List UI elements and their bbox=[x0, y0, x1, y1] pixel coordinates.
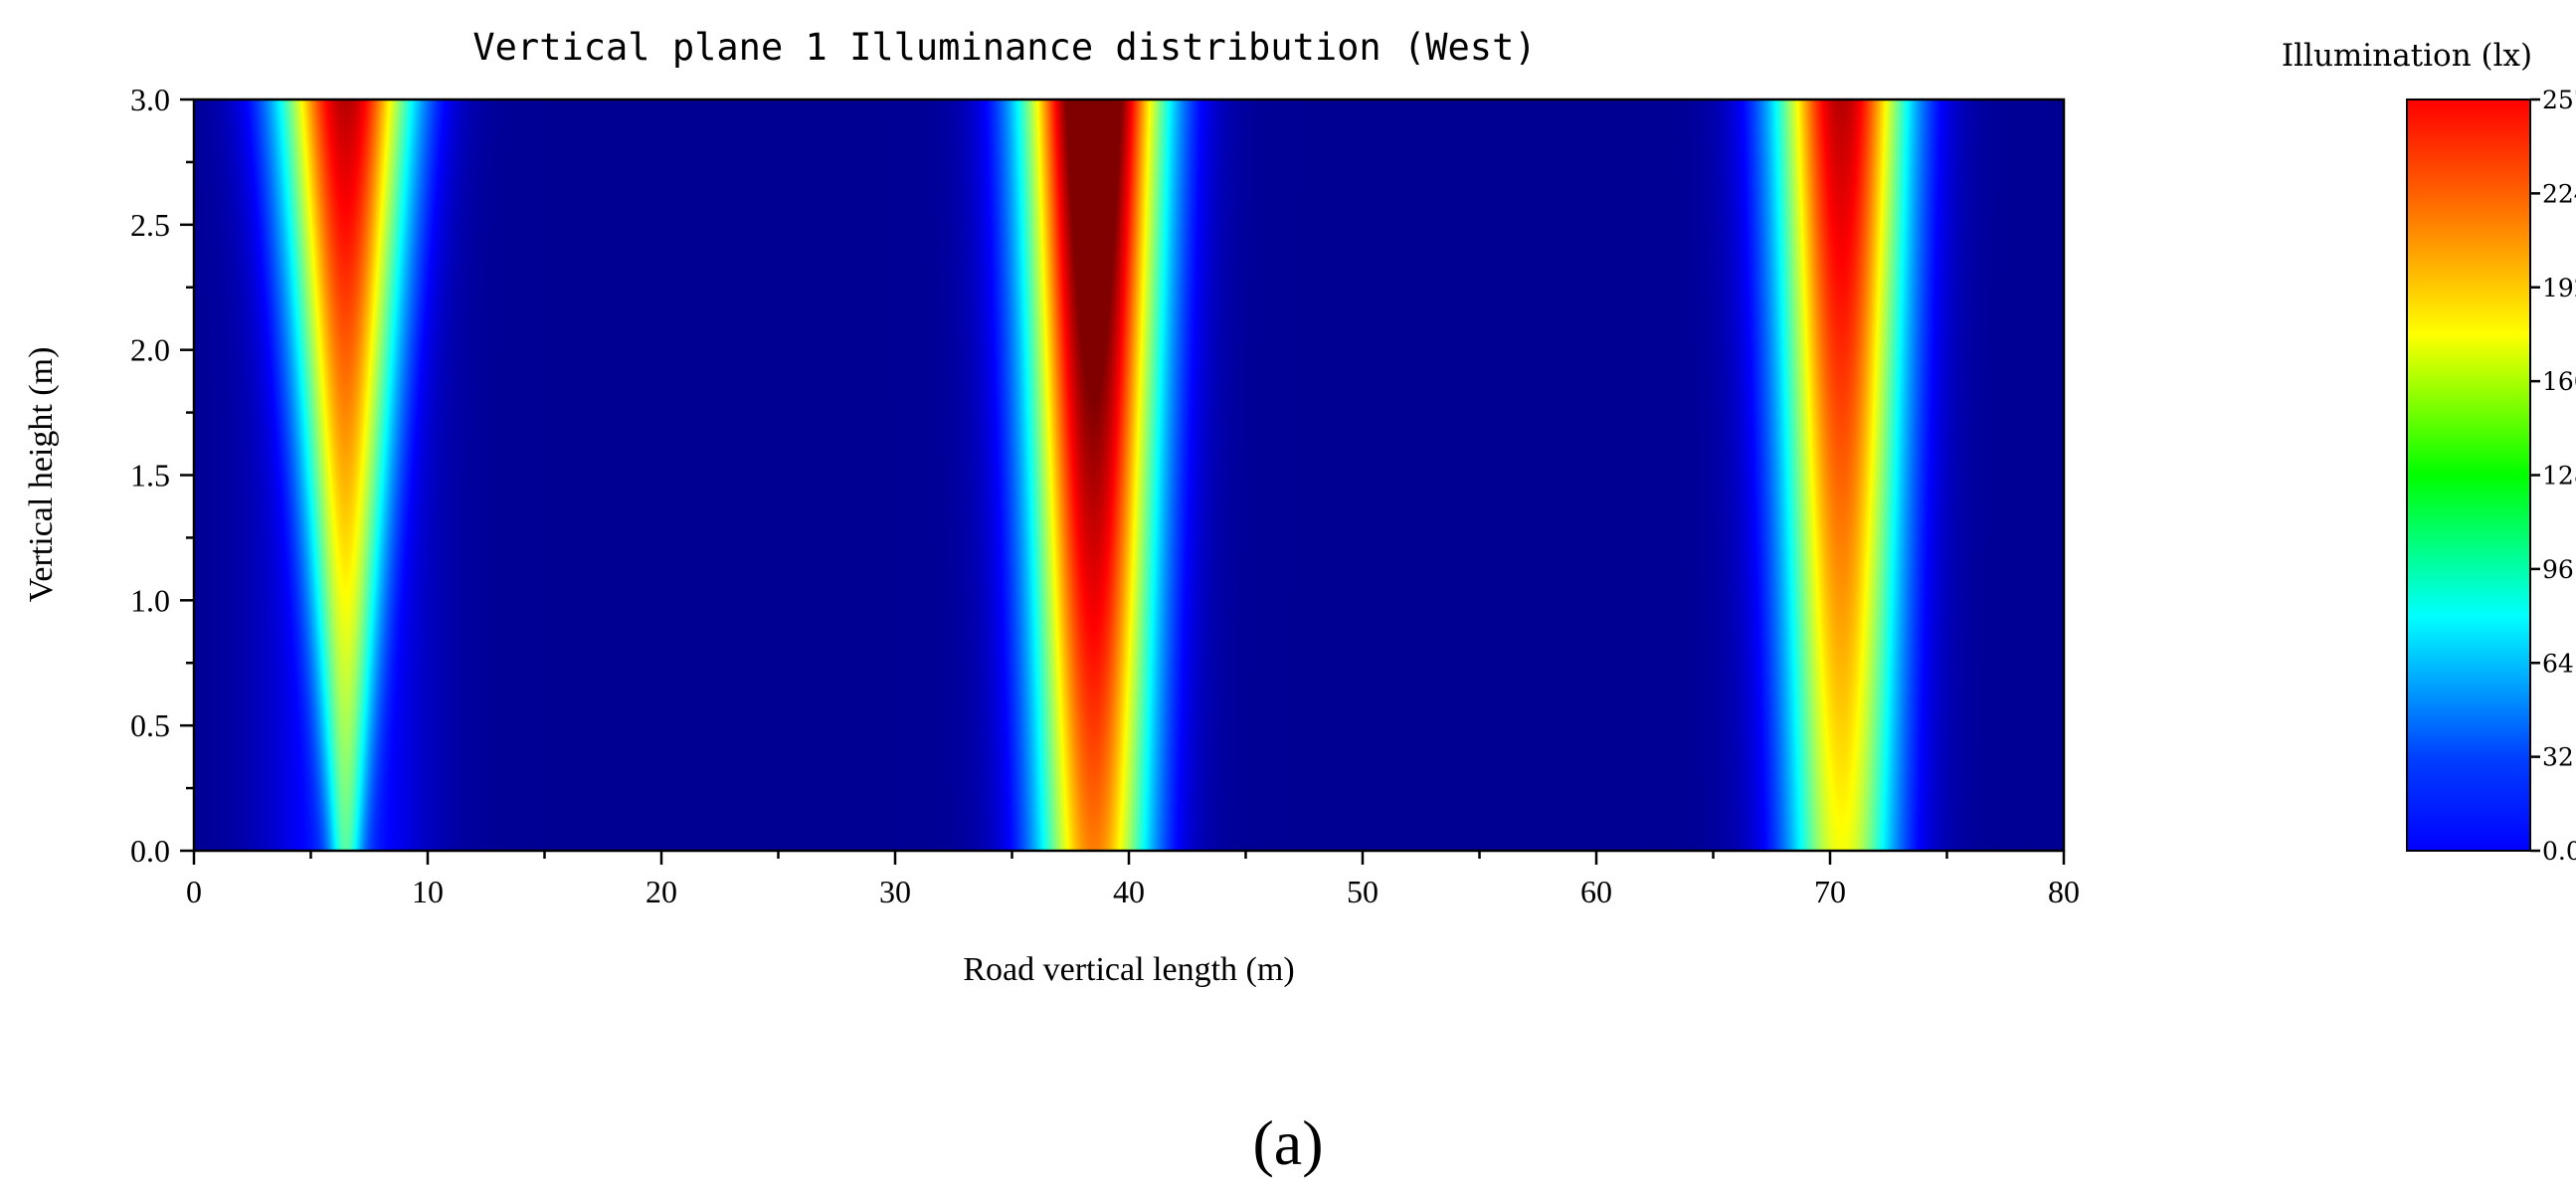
x-tick-label: 60 bbox=[1580, 874, 1612, 909]
colorbar-title: Illumination (lx) bbox=[2282, 38, 2532, 74]
y-tick-label: 2.0 bbox=[130, 332, 170, 368]
y-axis-label: Vertical height (m) bbox=[23, 347, 60, 603]
colorbar-tick-label: 257.0 bbox=[2542, 86, 2576, 114]
colorbar-gradient bbox=[2406, 99, 2531, 852]
x-tick-label: 20 bbox=[645, 874, 677, 909]
x-tick-label: 70 bbox=[1814, 874, 1846, 909]
chart-title: Vertical plane 1 Illuminance distributio… bbox=[472, 26, 1536, 69]
heatmap-area bbox=[194, 99, 2064, 851]
heatmap-canvas bbox=[194, 99, 2064, 851]
x-tick-label: 80 bbox=[2048, 874, 2080, 909]
colorbar-tick-label: 192.8 bbox=[2542, 274, 2576, 302]
x-axis: 0 10 20 30 40 50 60 70 80 bbox=[186, 851, 2080, 909]
x-tick-label: 40 bbox=[1113, 874, 1145, 909]
y-tick-label: 1.0 bbox=[130, 582, 170, 618]
x-axis-label: Road vertical length (m) bbox=[963, 951, 1294, 988]
colorbar-tick-label: 64.25 bbox=[2542, 649, 2576, 678]
y-tick-label: 0.0 bbox=[130, 833, 170, 869]
y-axis: 0.0 0.5 1.0 1.5 2.0 2.5 3.0 bbox=[130, 82, 194, 869]
colorbar-tick-label: 160.6 bbox=[2542, 367, 2576, 396]
colorbar-ticks: 257.0 224.9 192.8 160.6 128.5 96.38 64.25 32.13… bbox=[2530, 86, 2576, 866]
colorbar-tick-label: 32.13 bbox=[2542, 743, 2576, 772]
colorbar-tick-label: 128.5 bbox=[2542, 462, 2576, 491]
y-tick-label: 3.0 bbox=[130, 82, 170, 117]
x-tick-label: 10 bbox=[412, 874, 444, 909]
y-tick-label: 1.5 bbox=[130, 458, 170, 494]
x-tick-label: 0 bbox=[186, 874, 202, 909]
y-tick-label: 2.5 bbox=[130, 207, 170, 243]
x-tick-label: 30 bbox=[879, 874, 911, 909]
colorbar: 257.0 224.9 192.8 160.6 128.5 96.38 64.25 32.13… bbox=[2406, 86, 2576, 866]
y-tick-label: 0.5 bbox=[130, 707, 170, 743]
colorbar-tick-label: 96.38 bbox=[2542, 555, 2576, 584]
panel-label: (a) bbox=[1252, 1107, 1323, 1178]
colorbar-tick-label: 224.9 bbox=[2542, 179, 2576, 208]
colorbar-tick-label: 0.000 bbox=[2542, 837, 2576, 866]
x-tick-label: 50 bbox=[1347, 874, 1379, 909]
